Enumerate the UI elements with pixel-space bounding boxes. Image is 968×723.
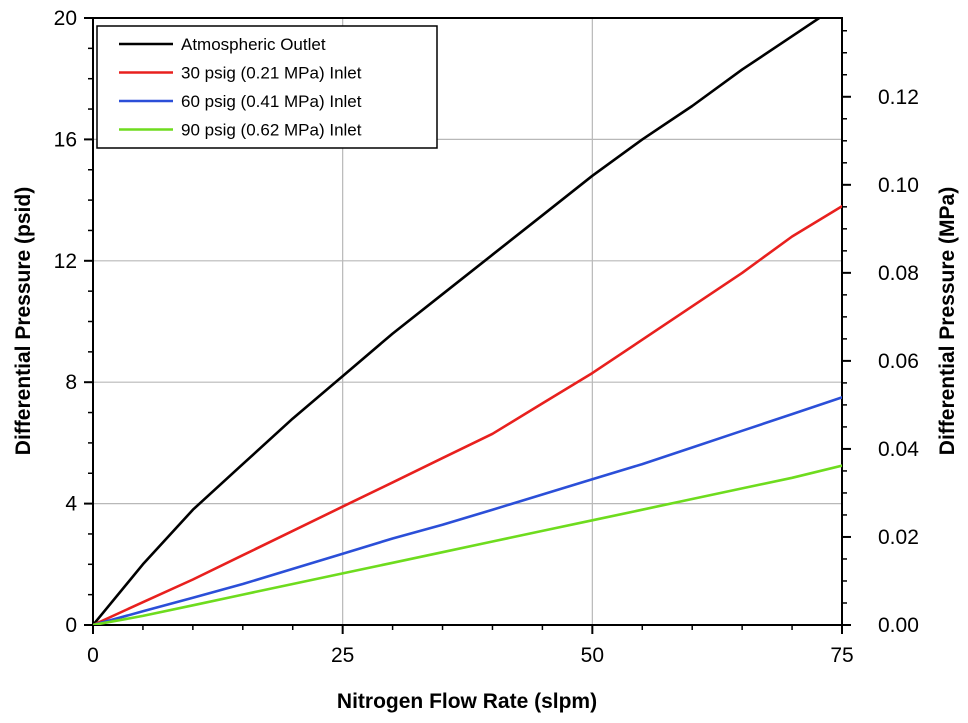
y-right-tick-label: 0.08 (878, 262, 919, 285)
y-left-tick-label: 0 (65, 614, 77, 637)
y-left-tick-label: 12 (54, 250, 77, 273)
y-left-tick-label: 8 (65, 371, 77, 394)
series-layer (93, 18, 842, 625)
x-tick-label: 0 (87, 644, 99, 667)
x-tick-label: 75 (830, 644, 853, 667)
legend: Atmospheric Outlet 30 psig (0.21 MPa) Inl… (96, 25, 438, 149)
y-right-tick-label: 0.02 (878, 526, 919, 549)
y-right-tick-label: 0.12 (878, 86, 919, 109)
y-left-tick-label: 4 (65, 493, 77, 516)
legend-label: 30 psig (0.21 MPa) Inlet (181, 64, 362, 83)
legend-box (96, 25, 438, 149)
x-axis-ticks: 0 25 50 75 (87, 625, 854, 667)
series-line-60-psig-0-41-mpa-inlet (93, 396, 842, 625)
y-left-tick-label: 16 (54, 128, 77, 151)
left-y-axis-title: Differential Pressure (psid) (12, 187, 35, 455)
series-line-90-psig-0-62-mpa-inlet (93, 464, 842, 625)
legend-label: Atmospheric Outlet (181, 35, 326, 54)
y-right-tick-label: 0.10 (878, 174, 919, 197)
left-axis-ticks: 0 4 8 12 16 20 (54, 7, 93, 637)
series-line-30-psig-0-21-mpa-inlet (93, 204, 842, 625)
right-axis-ticks: 0.00 0.02 0.04 0.06 0.08 0.10 0.12 (842, 29, 919, 637)
series-line-atmospheric-outlet (93, 18, 822, 625)
y-right-tick-label: 0.06 (878, 350, 919, 373)
x-tick-label: 50 (581, 644, 604, 667)
y-right-tick-label: 0.00 (878, 614, 919, 637)
legend-label: 60 psig (0.41 MPa) Inlet (181, 92, 362, 111)
y-left-tick-label: 20 (54, 7, 77, 30)
y-right-tick-label: 0.04 (878, 438, 919, 461)
x-axis-title: Nitrogen Flow Rate (slpm) (337, 690, 597, 713)
right-y-axis-title: Differential Pressure (MPa) (936, 187, 959, 455)
legend-label: 90 psig (0.62 MPa) Inlet (181, 121, 362, 140)
x-tick-label: 25 (331, 644, 354, 667)
